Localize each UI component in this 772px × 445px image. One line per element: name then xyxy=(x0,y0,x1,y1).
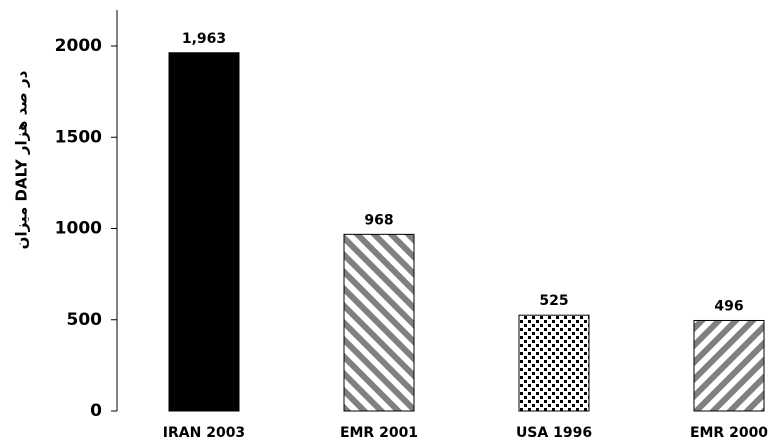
data-label: 968 xyxy=(364,212,393,228)
y-tick-label: 1000 xyxy=(55,219,102,239)
category-label: IRAN 2003 xyxy=(163,425,245,441)
bar xyxy=(343,233,415,412)
bar xyxy=(518,314,590,412)
bar xyxy=(693,319,765,412)
data-label: 525 xyxy=(539,293,568,309)
category-label: EMR 2000 xyxy=(690,425,768,441)
y-axis-title: میزان DALY در صد هزار xyxy=(13,70,31,249)
plot-area: 0 500 1000 1500 2000 1,963 968 525 496 IRAN 200… xyxy=(55,10,769,441)
category-label: USA 1996 xyxy=(516,425,592,441)
y-tick-label: 500 xyxy=(67,310,103,330)
category-label: EMR 2001 xyxy=(340,425,418,441)
data-label: 496 xyxy=(714,298,743,314)
data-label: 1,963 xyxy=(182,31,226,47)
bars xyxy=(168,52,765,412)
y-axis-ticks: 0 500 1000 1500 2000 xyxy=(55,36,117,421)
bar xyxy=(168,52,240,412)
y-tick-label: 1500 xyxy=(55,127,102,147)
category-labels: IRAN 2003 EMR 2001 USA 1996 EMR 2000 xyxy=(163,425,769,441)
y-tick-label: 2000 xyxy=(55,36,102,56)
data-labels: 1,963 968 525 496 xyxy=(182,31,744,315)
y-tick-label: 0 xyxy=(90,401,102,421)
